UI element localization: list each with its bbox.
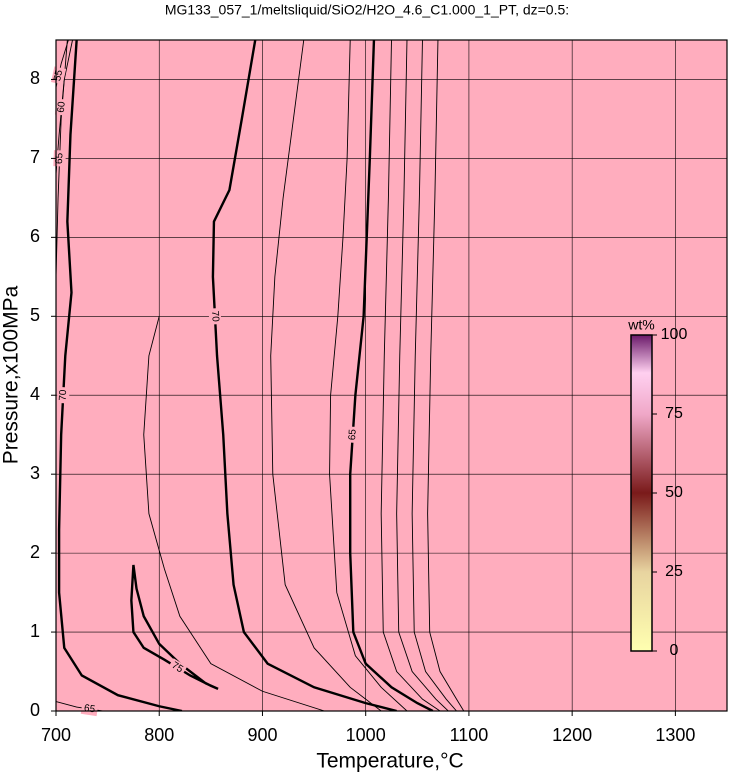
contour-label: 70 <box>209 310 221 322</box>
colorbar-tick-label: 0 <box>670 642 679 659</box>
contour-label: 65 <box>347 428 359 440</box>
x-tick-label: 1000 <box>346 725 386 745</box>
x-tick-label: 1300 <box>655 725 695 745</box>
colorbar-tick-label: 50 <box>665 484 683 501</box>
contour-label-bg <box>54 98 69 116</box>
contour-label-bg <box>208 307 222 325</box>
contour-line <box>396 40 449 711</box>
x-tick-label: 900 <box>247 725 277 745</box>
y-tick-label: 3 <box>30 463 40 483</box>
x-tick-label: 700 <box>41 725 71 745</box>
plot-area <box>56 40 727 711</box>
contour-line <box>427 40 465 711</box>
colorbar-tick-label: 75 <box>665 405 683 422</box>
chart-title: MG133_057_1/meltsliquid/SiO2/H2O_4.6_C1.… <box>165 2 569 18</box>
y-tick-label: 0 <box>30 700 40 720</box>
contour-line <box>349 40 434 711</box>
y-tick-label: 8 <box>30 68 40 88</box>
y-tick-label: 2 <box>30 542 40 562</box>
contour-line <box>143 316 325 711</box>
y-tick-label: 1 <box>30 621 40 641</box>
contour-label-bg <box>167 658 188 677</box>
contour-label: 70 <box>58 389 70 401</box>
plot-frame <box>55 39 728 712</box>
colorbar-tick-label: 25 <box>665 563 683 580</box>
y-tick-label: 6 <box>30 226 40 246</box>
x-tick-label: 1200 <box>552 725 592 745</box>
y-tick-label: 5 <box>30 305 40 325</box>
colorbar-label: wt% <box>627 317 654 333</box>
contour-line <box>380 40 441 711</box>
contour-line <box>270 40 382 711</box>
contour-line <box>211 40 397 711</box>
contour-label-bg <box>346 426 360 444</box>
contour-line <box>57 40 183 711</box>
contour-label-bg <box>51 66 67 85</box>
y-axis-label: Pressure,x100MPa <box>0 285 23 464</box>
colorbar <box>630 334 653 652</box>
colorbar-tick-label: 100 <box>661 326 688 343</box>
contour-label: 60 <box>56 101 68 114</box>
contour-line <box>411 40 457 711</box>
x-tick-label: 1100 <box>450 725 489 745</box>
contour-label-bg <box>56 386 70 404</box>
y-tick-label: 4 <box>30 384 40 404</box>
x-axis-label: Temperature,°C <box>316 750 463 773</box>
contour-label: 65 <box>54 152 65 164</box>
contour-label-bg <box>80 701 99 717</box>
y-tick-label: 7 <box>30 147 40 167</box>
contour-label: 65 <box>83 703 96 716</box>
x-tick-label: 800 <box>144 725 174 745</box>
contour-line <box>130 564 219 690</box>
contour-label: 75 <box>170 660 186 675</box>
contour-line <box>329 40 408 711</box>
